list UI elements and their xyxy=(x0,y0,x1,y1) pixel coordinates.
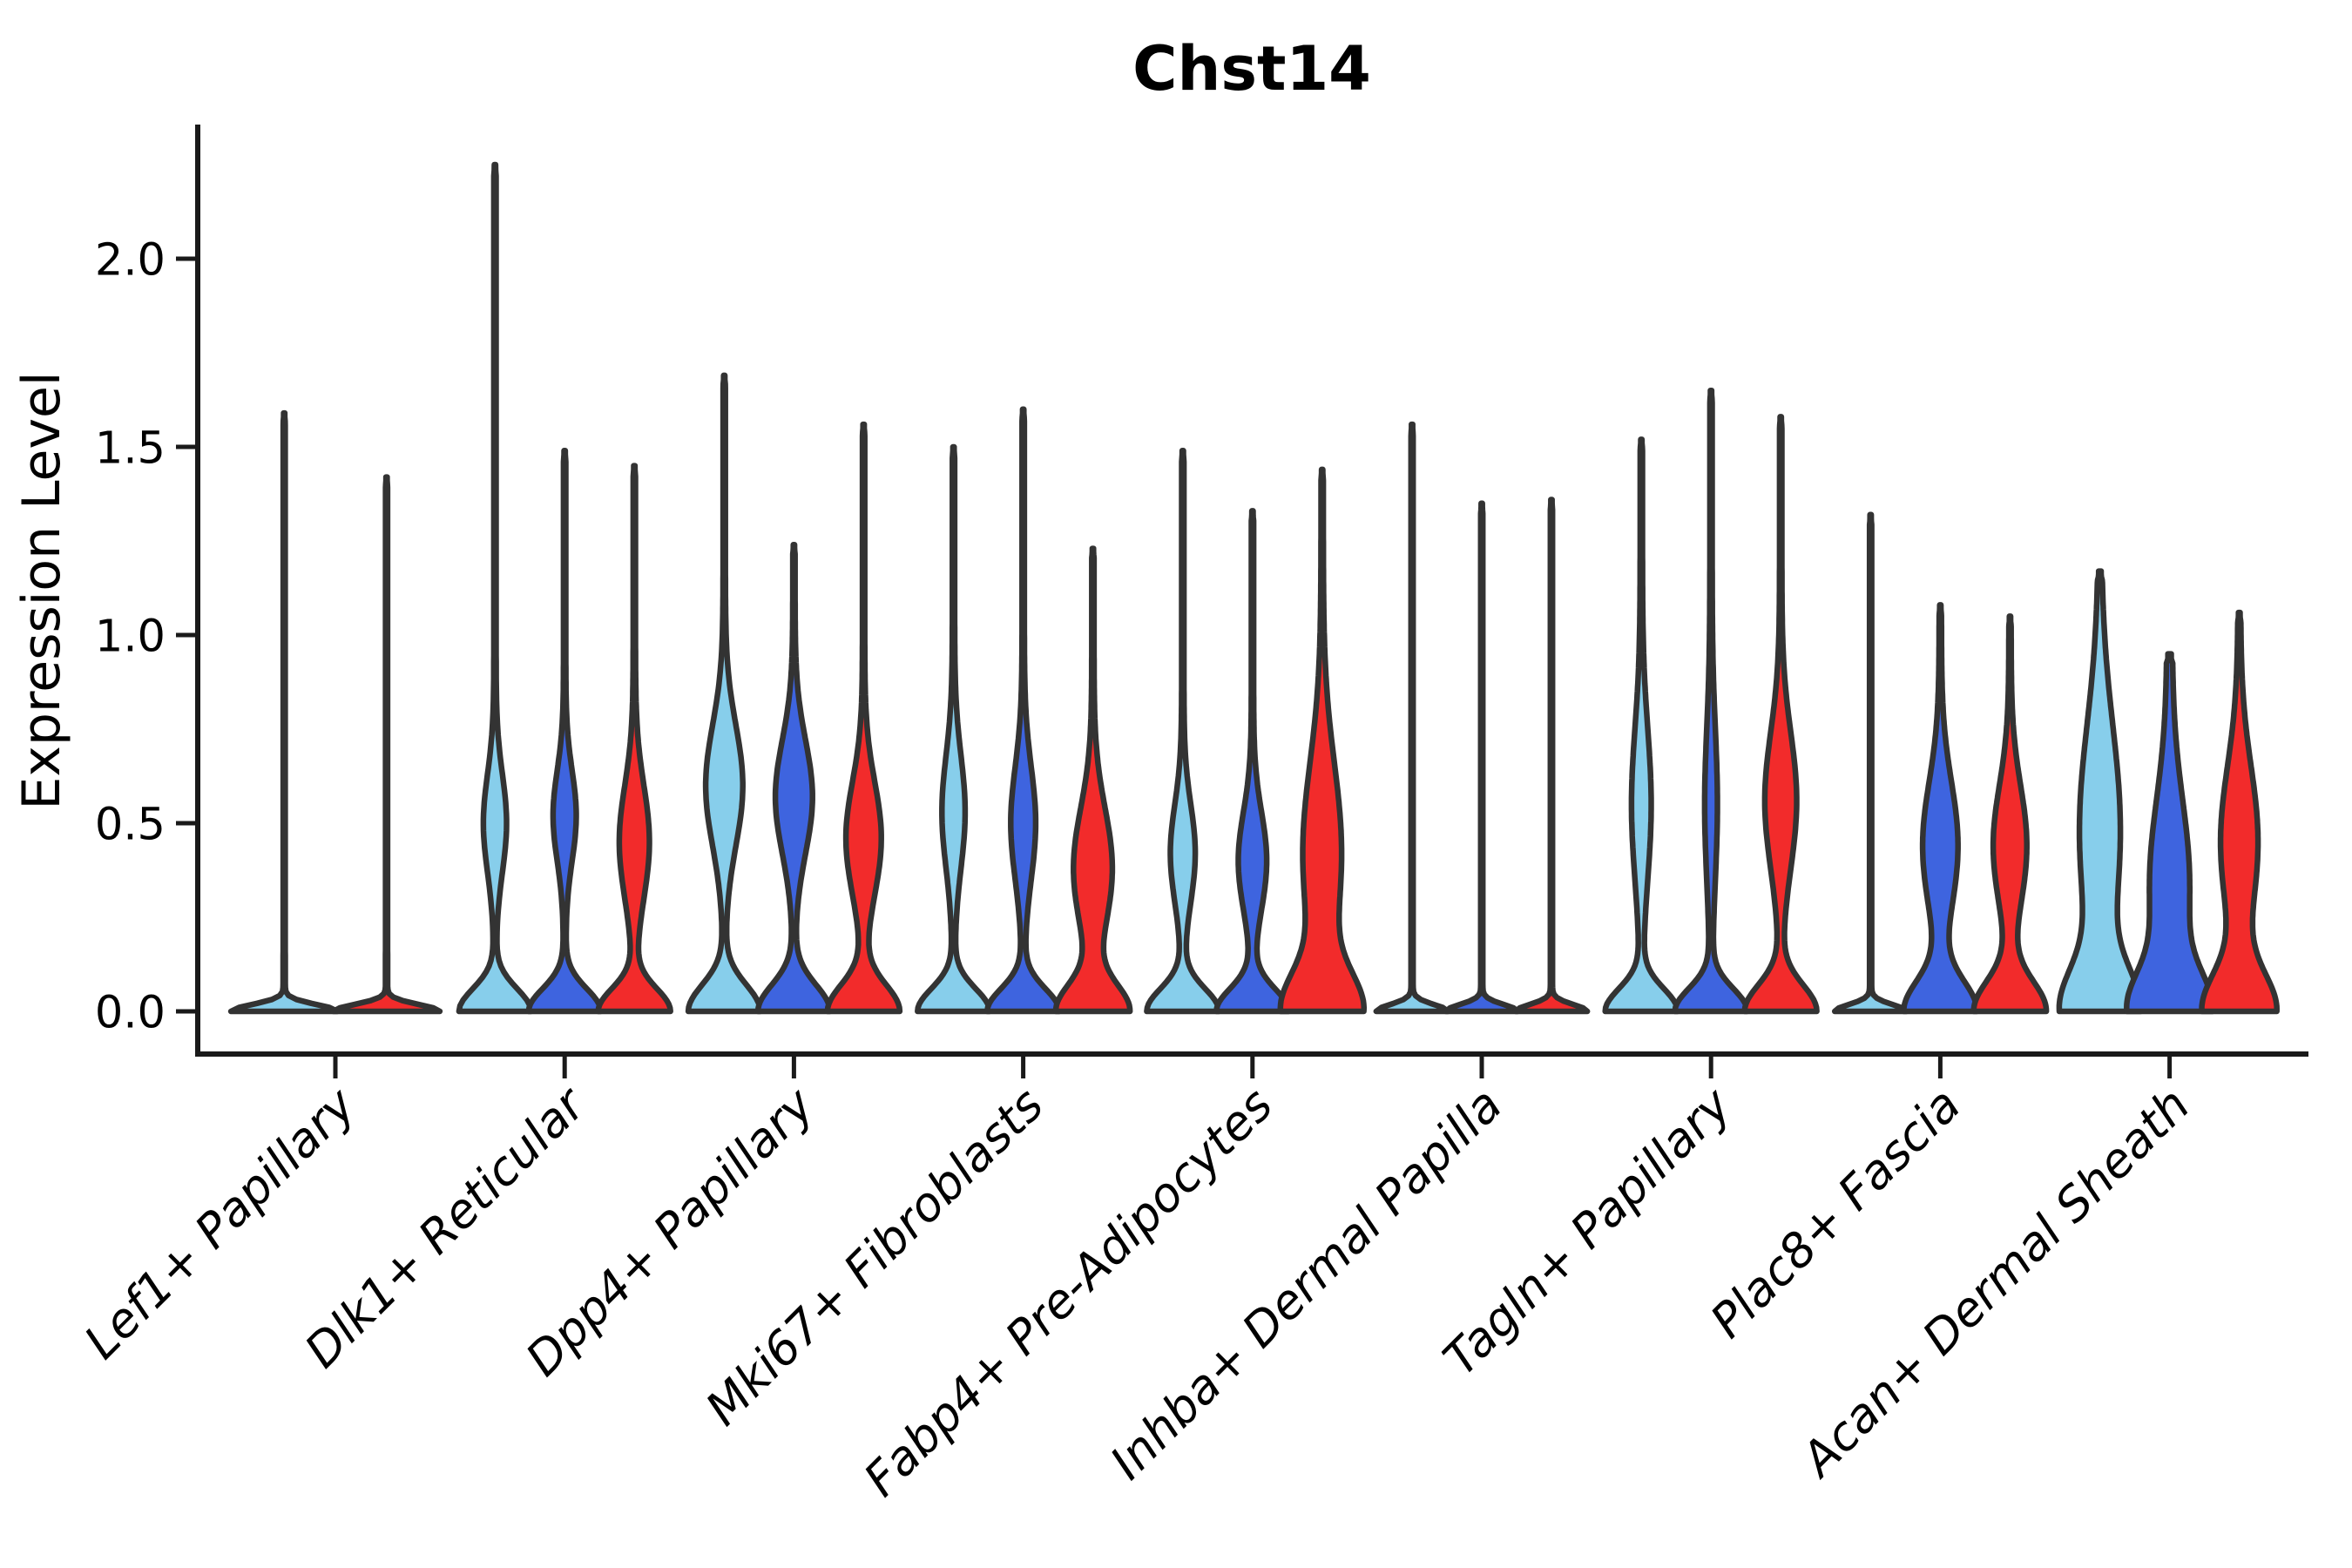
violin-light-blue xyxy=(2056,568,2144,1015)
violin-red xyxy=(330,474,443,1015)
violin-red xyxy=(824,421,903,1015)
y-tick-label: 0.0 xyxy=(95,987,166,1038)
violin-dark-blue xyxy=(1901,602,1980,1015)
violin-red xyxy=(1741,414,1820,1015)
violin-red xyxy=(595,463,673,1015)
violin-light-blue xyxy=(1602,436,1680,1015)
violin-dark-blue xyxy=(1672,387,1750,1015)
violin-light-blue xyxy=(685,372,763,1015)
x-tick-label: Inhba+ Dermal Papilla xyxy=(1099,1078,1512,1490)
violin-light-blue xyxy=(915,443,993,1015)
violin-dark-blue xyxy=(1443,500,1521,1015)
axes-layer xyxy=(176,125,2308,1078)
violins-layer xyxy=(227,161,2280,1015)
y-tick-label: 1.0 xyxy=(95,611,166,662)
y-tick-label: 2.0 xyxy=(95,234,166,286)
violin-red xyxy=(1512,497,1591,1015)
violin-dark-blue xyxy=(2124,651,2216,1015)
violin-red xyxy=(1052,545,1133,1015)
violin-dark-blue xyxy=(754,542,833,1015)
violin-red xyxy=(2199,609,2280,1015)
violin-light-blue xyxy=(1831,511,1909,1015)
violin-red xyxy=(1277,466,1368,1015)
violin-dark-blue xyxy=(1213,508,1292,1015)
violin-light-blue xyxy=(1144,448,1222,1015)
y-axis-label: Expression Level xyxy=(11,371,72,809)
violin-red xyxy=(1970,613,2050,1015)
violin-dark-blue xyxy=(983,406,1063,1015)
x-tick-label: Fabp4+ Pre-Adipocytes xyxy=(854,1078,1283,1507)
x-tick-label: Acan+ Dermal Sheath xyxy=(1789,1078,2200,1489)
violin-dark-blue xyxy=(525,448,604,1015)
y-tick-label: 1.5 xyxy=(95,422,166,474)
violin-light-blue xyxy=(227,409,341,1015)
violin-light-blue xyxy=(456,161,534,1015)
violin-light-blue xyxy=(1373,421,1451,1015)
y-tick-label: 0.5 xyxy=(95,799,166,850)
chart-title: Chst14 xyxy=(1132,33,1371,105)
